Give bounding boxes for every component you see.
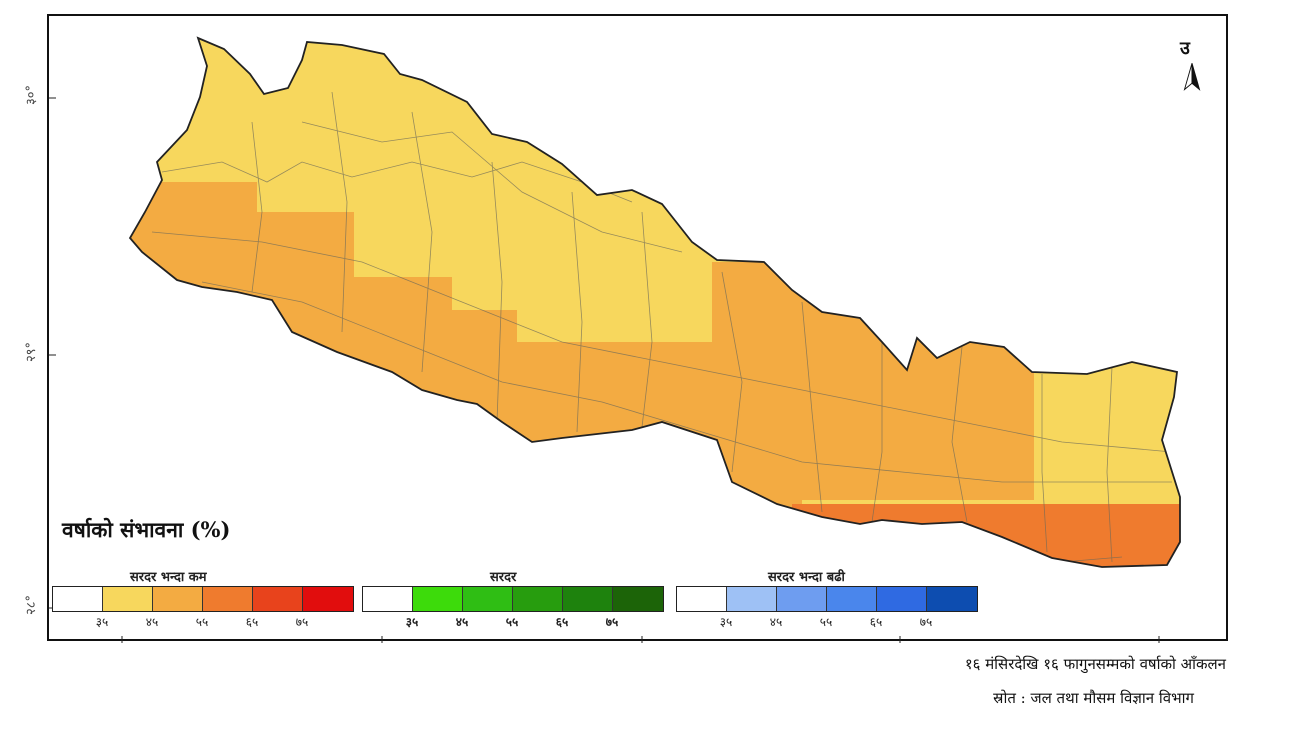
swatch	[253, 587, 303, 611]
tick: ५५	[195, 615, 209, 629]
lat-label-29: २९°	[24, 341, 39, 363]
swatch	[677, 587, 727, 611]
swatch	[727, 587, 777, 611]
tick: ७५	[295, 615, 309, 629]
swatch	[413, 587, 463, 611]
tick: ३५	[719, 615, 733, 629]
legend-normal-swatches	[362, 586, 664, 612]
swatch	[777, 587, 827, 611]
tick: ५५	[819, 615, 833, 629]
map-title: वर्षाको संभावना (%)	[62, 517, 231, 542]
legend-above-normal-swatches	[676, 586, 978, 612]
nepal-map	[49, 36, 1181, 643]
tick: ७५	[919, 615, 933, 629]
tick: ६५	[555, 615, 569, 629]
nepal-outline	[128, 36, 1181, 568]
district-boundaries	[151, 91, 1173, 563]
caption-forecast-period: १६ मंसिरदेखि १६ फागुनसम्मको वर्षाको आँकल…	[964, 655, 1226, 673]
tick: ४५	[145, 615, 159, 629]
swatch	[827, 587, 877, 611]
tick: ५५	[505, 615, 519, 629]
swatch	[563, 587, 613, 611]
north-label: उ	[1180, 38, 1190, 59]
legend-above-normal-label: सरदर भन्दा बढी	[768, 570, 845, 585]
tick: ४५	[769, 615, 783, 629]
tick: ६५	[245, 615, 259, 629]
north-arrow-icon	[1183, 63, 1201, 91]
swatch	[877, 587, 927, 611]
swatch	[463, 587, 513, 611]
tick: ६५	[869, 615, 883, 629]
lat-label-30: ३०°	[24, 84, 39, 106]
tick: ७५	[605, 615, 619, 629]
swatch	[513, 587, 563, 611]
swatch	[927, 587, 977, 611]
map-frame	[47, 14, 1228, 643]
swatch	[203, 587, 253, 611]
region-orange-east	[792, 252, 1034, 500]
region-yellow-base	[130, 38, 1180, 567]
lat-label-28: २८°	[24, 594, 39, 616]
tick: ४५	[455, 615, 469, 629]
swatch	[363, 587, 413, 611]
legend-normal-label: सरदर	[490, 570, 517, 585]
swatch	[103, 587, 153, 611]
tick: ३५	[95, 615, 109, 629]
swatch	[53, 587, 103, 611]
swatch	[153, 587, 203, 611]
tick: ३५	[405, 615, 419, 629]
legend-below-normal-label: सरदर भन्दा कम	[130, 570, 207, 585]
swatch	[613, 587, 663, 611]
caption-source: स्रोत : जल तथा मौसम विज्ञान विभाग	[993, 689, 1194, 707]
legend-below-normal-swatches	[52, 586, 354, 612]
swatch	[303, 587, 353, 611]
